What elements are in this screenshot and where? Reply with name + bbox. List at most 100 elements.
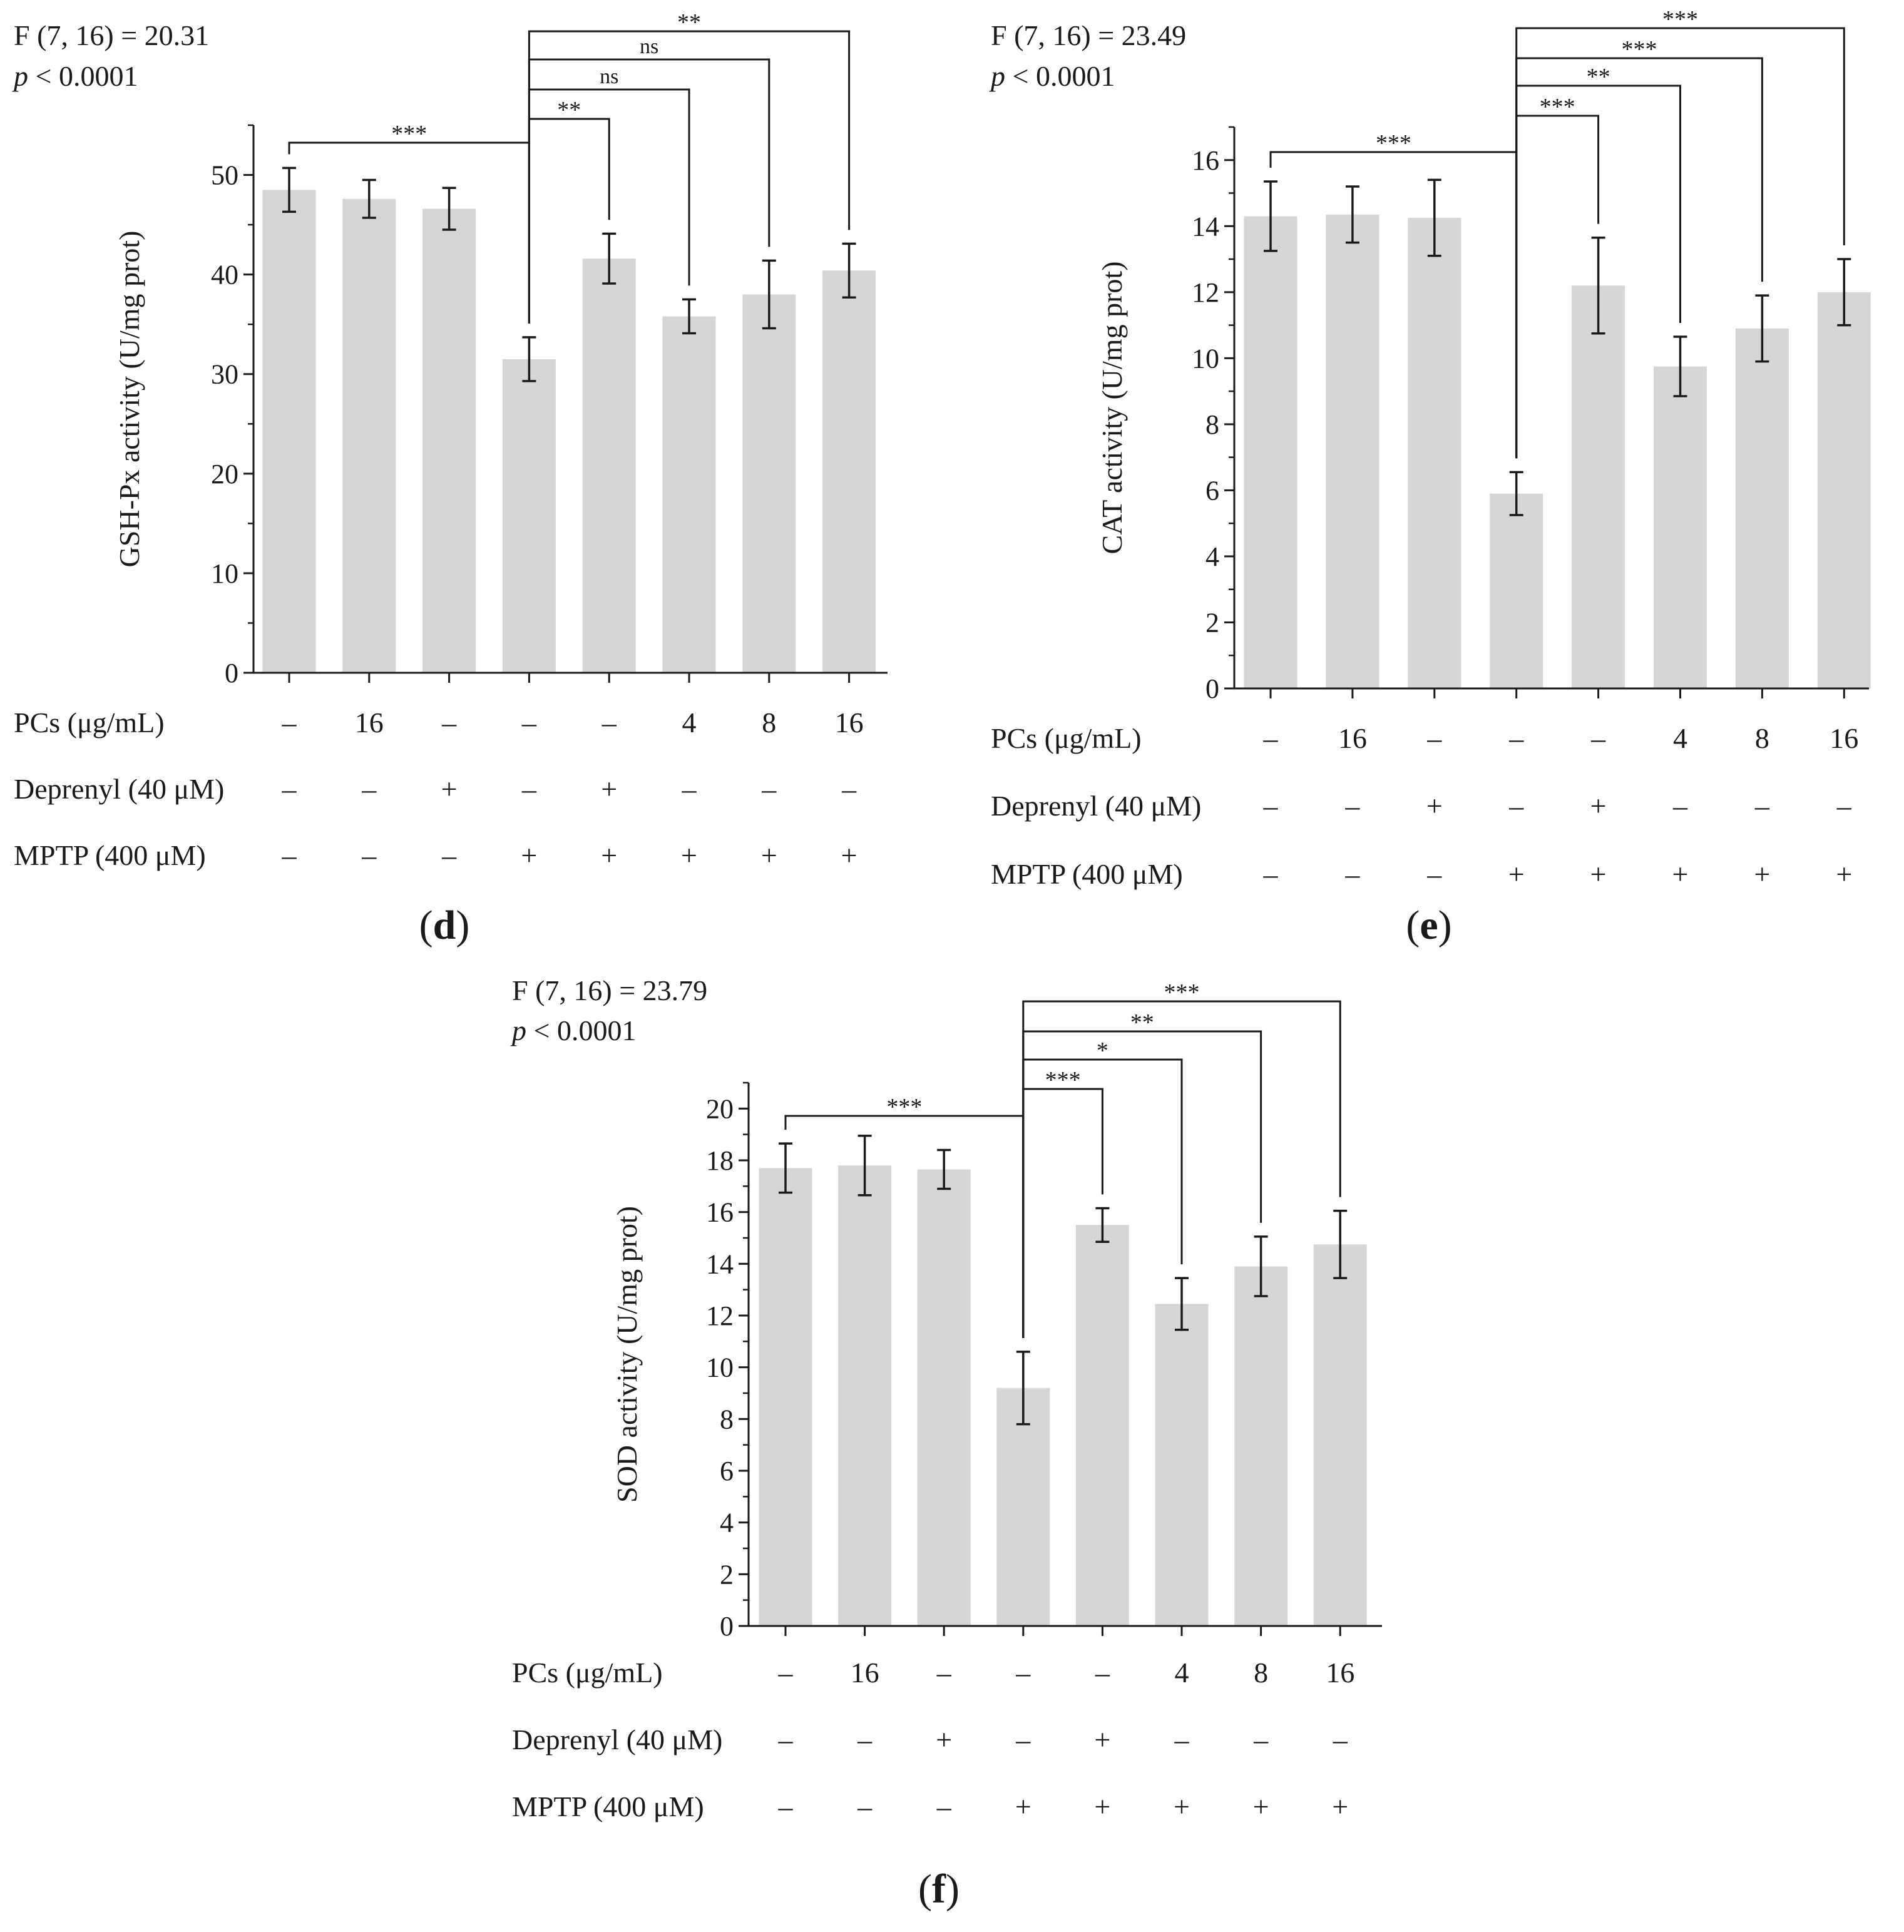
treatment-cell: – bbox=[1344, 858, 1360, 890]
treatment-cell: + bbox=[1590, 858, 1607, 890]
treatment-cell: + bbox=[1836, 858, 1852, 890]
treatment-cell: + bbox=[681, 839, 697, 871]
treatment-cell: – bbox=[282, 707, 297, 739]
bar-f-1 bbox=[759, 1168, 812, 1626]
bar-f-5 bbox=[1075, 1225, 1129, 1626]
treatment-row-label: Deprenyl (40 μM) bbox=[512, 1724, 722, 1756]
treatment-cell: 16 bbox=[1830, 722, 1858, 754]
error-bar-e-1 bbox=[1264, 180, 1277, 252]
treatment-cell: + bbox=[601, 839, 617, 871]
treatment-row-2: Deprenyl (40 μM) – – + – + – – – bbox=[991, 790, 1852, 822]
p-value: p < 0.0001 bbox=[989, 60, 1115, 92]
y-tick-label: 10 bbox=[211, 558, 238, 589]
bracket-line bbox=[1269, 151, 1518, 459]
y-tick-label: 4 bbox=[720, 1508, 734, 1538]
error-bar-e-2 bbox=[1345, 185, 1359, 244]
y-tick-label: 16 bbox=[706, 1197, 734, 1228]
y-axis-label: SOD activity (U/mg prot) bbox=[611, 1206, 643, 1503]
treatment-cell: + bbox=[1426, 790, 1443, 822]
bar-d-5 bbox=[582, 258, 636, 673]
bracket-line bbox=[528, 30, 851, 324]
treatment-cell: 8 bbox=[1254, 1657, 1268, 1689]
error-bar-f-4 bbox=[1016, 1351, 1030, 1426]
treatment-cell: – bbox=[1836, 790, 1852, 822]
panel-paren-close: ) bbox=[1438, 902, 1452, 948]
y-tick-label: 20 bbox=[706, 1093, 734, 1124]
treatment-cell: 8 bbox=[1755, 722, 1769, 754]
significance-label: *** bbox=[1376, 130, 1411, 156]
treatment-row-label: Deprenyl (40 μM) bbox=[991, 790, 1201, 822]
error-bar-f-6 bbox=[1175, 1277, 1189, 1331]
treatment-cell: – bbox=[936, 1791, 952, 1822]
error-bar-e-3 bbox=[1427, 178, 1441, 257]
error-bar-d-4 bbox=[522, 336, 536, 382]
treatment-cell: – bbox=[778, 1791, 794, 1822]
panel-paren-close: ) bbox=[456, 902, 469, 948]
y-tick-label: 40 bbox=[211, 260, 238, 290]
p-value: p < 0.0001 bbox=[510, 1015, 636, 1046]
significance-label: *** bbox=[1622, 36, 1657, 63]
p-threshold: < 0.0001 bbox=[28, 60, 138, 92]
error-bar-d-2 bbox=[362, 178, 376, 219]
treatment-cell: + bbox=[1672, 858, 1689, 890]
treatment-cell: 4 bbox=[1175, 1657, 1189, 1689]
bar-d-7 bbox=[742, 294, 796, 673]
treatment-row-label: MPTP (400 μM) bbox=[512, 1791, 704, 1822]
treatment-cell: + bbox=[1094, 1791, 1110, 1822]
treatment-cell: – bbox=[361, 773, 377, 805]
treatment-cell: + bbox=[601, 773, 617, 805]
treatment-cell: – bbox=[682, 773, 697, 805]
treatment-cell: – bbox=[521, 773, 537, 805]
panel-label: (e) bbox=[1406, 902, 1451, 948]
bar-f-4 bbox=[996, 1388, 1050, 1626]
error-bar-e-5 bbox=[1591, 237, 1605, 335]
y-tick-label: 30 bbox=[211, 359, 238, 390]
bracket-line bbox=[1022, 1000, 1341, 1338]
treatment-cell: – bbox=[857, 1724, 873, 1756]
bracket-line bbox=[288, 141, 530, 324]
error-bar-d-5 bbox=[602, 232, 617, 285]
y-axis-label: GSH-Px activity (U/mg prot) bbox=[113, 231, 145, 568]
bracket-line bbox=[1515, 27, 1845, 459]
treatment-cell: – bbox=[1253, 1724, 1269, 1756]
error-bar-e-7 bbox=[1755, 294, 1769, 363]
treatment-cell: – bbox=[1426, 858, 1442, 890]
treatment-cell: + bbox=[1508, 858, 1525, 890]
treatment-cell: 16 bbox=[835, 707, 864, 739]
significance-label: ns bbox=[640, 35, 658, 58]
bracket-line bbox=[784, 1115, 1025, 1338]
treatment-cell: – bbox=[521, 707, 537, 739]
error-bar-f-1 bbox=[779, 1142, 792, 1194]
treatment-cell: 4 bbox=[682, 707, 697, 739]
bar-d-4 bbox=[502, 359, 556, 673]
p-symbol: p bbox=[510, 1015, 526, 1046]
error-bar-f-2 bbox=[857, 1134, 872, 1197]
significance-bracket-1: *** bbox=[288, 121, 530, 324]
bar-e-2 bbox=[1326, 214, 1379, 688]
bar-d-1 bbox=[262, 190, 316, 673]
y-tick-label: 50 bbox=[211, 160, 238, 191]
treatment-cell: + bbox=[1253, 1791, 1269, 1822]
treatment-cell: – bbox=[841, 773, 857, 805]
panel-paren-open: ( bbox=[1406, 902, 1420, 948]
bar-d-6 bbox=[662, 316, 716, 673]
bar-d-3 bbox=[422, 208, 476, 673]
treatment-row-2: Deprenyl (40 μM) – – + – + – – – bbox=[14, 773, 857, 805]
bar-e-4 bbox=[1490, 493, 1543, 688]
treatment-cell: + bbox=[841, 839, 857, 871]
treatment-cell: – bbox=[601, 707, 617, 739]
p-threshold: < 0.0001 bbox=[526, 1015, 636, 1046]
significance-bracket-5: ** bbox=[528, 9, 851, 324]
treatment-cell: + bbox=[1094, 1724, 1110, 1756]
y-tick-label: 8 bbox=[720, 1404, 734, 1434]
significance-label: *** bbox=[1045, 1067, 1081, 1093]
bar-f-3 bbox=[917, 1169, 971, 1626]
significance-label: *** bbox=[1662, 6, 1698, 33]
y-tick-label: 10 bbox=[706, 1352, 734, 1383]
treatment-cell: – bbox=[441, 707, 457, 739]
treatment-cell: – bbox=[857, 1791, 873, 1822]
error-bar-d-8 bbox=[842, 242, 856, 299]
bar-e-6 bbox=[1654, 366, 1707, 688]
error-bar-d-7 bbox=[762, 259, 776, 330]
